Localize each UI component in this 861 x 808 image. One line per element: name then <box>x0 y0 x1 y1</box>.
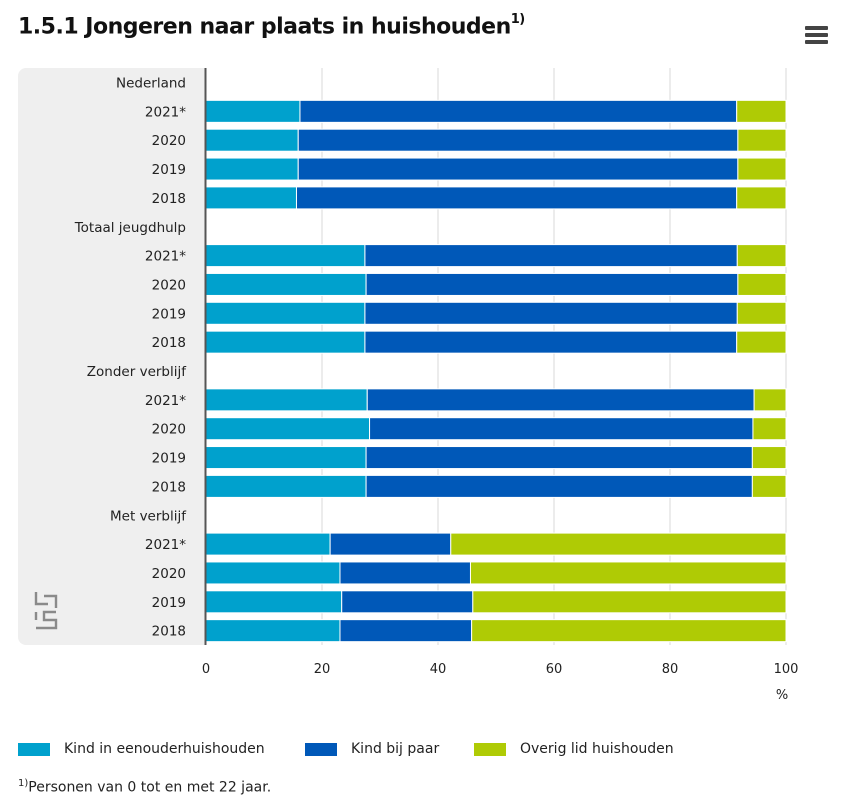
bar-segment[interactable] <box>205 99 301 123</box>
bar-segment[interactable] <box>205 590 343 614</box>
year-label: 2018 <box>152 479 186 495</box>
year-label: 2019 <box>152 595 186 611</box>
bar-segment[interactable] <box>737 272 787 296</box>
bar-segment[interactable] <box>737 128 787 152</box>
footnote-text: Personen van 0 tot en met 22 jaar. <box>28 779 272 796</box>
bar-segment[interactable] <box>341 590 474 614</box>
year-label: 2018 <box>152 624 186 640</box>
footnote: 1)Personen van 0 tot en met 22 jaar. <box>18 778 271 796</box>
bar-segment[interactable] <box>299 99 738 123</box>
bar-segment[interactable] <box>471 619 787 643</box>
legend-item-overig-lid-huishouden[interactable]: Overig lid huishouden <box>474 741 674 757</box>
year-label: 2020 <box>152 133 186 149</box>
bar-segment[interactable] <box>364 330 738 354</box>
year-label: 2020 <box>152 422 186 438</box>
bar-segment[interactable] <box>297 157 739 181</box>
stacked-bar-chart: Nederland 2021* 2020 2019 2018 Totaal jeugdhu… <box>18 68 799 703</box>
bar-segment[interactable] <box>205 244 366 268</box>
bar-segment[interactable] <box>205 532 331 556</box>
bar-segment[interactable] <box>736 186 787 210</box>
chart-title-text: 1.5.1 Jongeren naar plaats in huishouden <box>18 14 511 40</box>
year-label: 2021* <box>145 249 186 265</box>
legend-label: Overig lid huishouden <box>520 741 674 757</box>
bar-segment[interactable] <box>365 474 753 498</box>
bar-segment[interactable] <box>737 157 787 181</box>
plot-area <box>206 68 786 645</box>
bar-segment[interactable] <box>365 272 739 296</box>
chart-title-footnote-marker: 1) <box>510 12 526 27</box>
bar-segment[interactable] <box>339 619 473 643</box>
x-tick-label: 60 <box>546 662 563 677</box>
bar-segment[interactable] <box>205 272 367 296</box>
year-label: 2021* <box>145 393 186 409</box>
bar-segment[interactable] <box>369 417 754 441</box>
x-axis-ticks: 0 20 40 60 80 100 <box>202 662 799 677</box>
bar-segment[interactable] <box>450 532 787 556</box>
bar-segment[interactable] <box>205 417 371 441</box>
bar-segment[interactable] <box>364 301 738 325</box>
legend-item-kind-in-eenouderhuishouden[interactable]: Kind in eenouderhuishouden <box>18 741 265 757</box>
cbs-logo-icon <box>34 592 58 630</box>
x-tick-label: 20 <box>314 662 331 677</box>
bar-segment[interactable] <box>297 128 739 152</box>
x-tick-label: 0 <box>202 662 210 677</box>
group-label: Zonder verblijf <box>87 364 187 380</box>
bar-segment[interactable] <box>205 157 299 181</box>
year-label: 2019 <box>152 451 186 467</box>
legend-label: Kind in eenouderhuishouden <box>64 741 265 757</box>
bars <box>205 99 787 643</box>
x-axis-unit: % <box>776 688 788 703</box>
bar-segment[interactable] <box>751 446 787 470</box>
hamburger-menu-icon[interactable] <box>805 26 829 46</box>
bar-segment[interactable] <box>339 561 471 585</box>
bar-segment[interactable] <box>736 244 787 268</box>
year-label: 2021* <box>145 104 186 120</box>
bar-segment[interactable] <box>205 446 367 470</box>
bar-segment[interactable] <box>736 330 787 354</box>
bar-segment[interactable] <box>205 474 367 498</box>
group-label: Nederland <box>116 76 186 92</box>
bar-segment[interactable] <box>736 301 787 325</box>
group-label: Met verblijf <box>110 508 187 524</box>
year-label: 2018 <box>152 335 186 351</box>
bar-segment[interactable] <box>753 388 787 412</box>
bar-segment[interactable] <box>295 186 738 210</box>
bar-segment[interactable] <box>205 388 368 412</box>
x-tick-label: 40 <box>430 662 447 677</box>
bar-segment[interactable] <box>736 99 787 123</box>
bar-segment[interactable] <box>472 590 787 614</box>
legend-item-kind-bij-paar[interactable]: Kind bij paar <box>305 741 439 757</box>
year-label: 2020 <box>152 277 186 293</box>
legend-swatch <box>474 742 506 756</box>
legend-swatch <box>18 742 50 756</box>
bar-segment[interactable] <box>205 561 341 585</box>
bar-segment[interactable] <box>205 128 299 152</box>
bar-segment[interactable] <box>329 532 452 556</box>
bar-segment[interactable] <box>366 388 755 412</box>
year-label: 2020 <box>152 566 186 582</box>
bar-segment[interactable] <box>469 561 787 585</box>
x-tick-label: 100 <box>774 662 799 677</box>
year-label: 2021* <box>145 537 186 553</box>
bar-segment[interactable] <box>205 619 341 643</box>
legend-swatch <box>305 742 337 756</box>
bar-segment[interactable] <box>752 417 787 441</box>
bar-segment[interactable] <box>364 244 738 268</box>
legend-label: Kind bij paar <box>351 741 440 757</box>
chart-title: 1.5.1 Jongeren naar plaats in huishouden… <box>18 12 526 40</box>
year-label: 2018 <box>152 191 186 207</box>
bar-segment[interactable] <box>205 301 366 325</box>
footnote-marker: 1) <box>18 778 29 789</box>
year-label: 2019 <box>152 306 186 322</box>
x-tick-label: 80 <box>662 662 679 677</box>
bar-segment[interactable] <box>751 474 787 498</box>
year-label: 2019 <box>152 162 186 178</box>
group-label: Totaal jeugdhulp <box>74 220 186 236</box>
bar-segment[interactable] <box>205 186 297 210</box>
bar-segment[interactable] <box>205 330 366 354</box>
bar-segment[interactable] <box>365 446 753 470</box>
category-labels: Nederland 2021* 2020 2019 2018 Totaal jeugdhu… <box>74 76 188 640</box>
